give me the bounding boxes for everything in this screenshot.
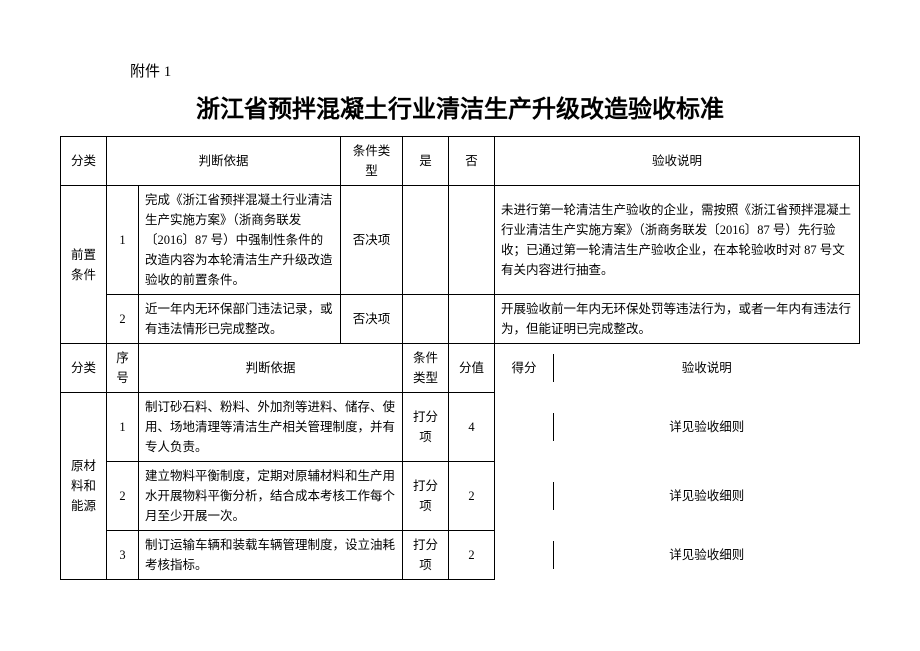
basis-cell: 制订砂石料、粉料、外加剂等进料、储存、使用、场地清理等清洁生产相关管理制度，并有… <box>139 393 403 462</box>
category-cell: 前置条件 <box>61 186 107 344</box>
table-header-row: 分类 序号 判断依据 条件类型 分值 得分 验收说明 <box>61 344 860 393</box>
table-header-row: 分类 判断依据 条件类型 是 否 验收说明 <box>61 137 860 186</box>
attachment-label: 附件 1 <box>130 60 860 81</box>
col-val: 分值 <box>449 344 495 393</box>
basis-cell: 制订运输车辆和装载车辆管理制度，设立油耗考核指标。 <box>139 531 403 580</box>
col-score: 得分 <box>495 354 554 382</box>
val-cell: 4 <box>449 393 495 462</box>
preconditions-table: 分类 判断依据 条件类型 是 否 验收说明 前置条件 1 完成《浙江省预拌混凝土… <box>60 136 860 580</box>
desc-cell: 开展验收前一年内无环保处罚等违法行为，或者一年内有违法行为，但能证明已完成整改。 <box>495 295 860 344</box>
seq-cell: 1 <box>107 393 139 462</box>
score-cell <box>495 482 554 510</box>
desc-cell: 未进行第一轮清洁生产验收的企业，需按照《浙江省预拌混凝土行业清洁生产实施方案》（… <box>495 186 860 295</box>
col-basis: 判断依据 <box>107 137 341 186</box>
yes-cell <box>403 295 449 344</box>
seq-cell: 3 <box>107 531 139 580</box>
cond-type-cell: 否决项 <box>341 295 403 344</box>
category-cell: 原材料和能源 <box>61 393 107 580</box>
col-no: 否 <box>449 137 495 186</box>
score-cell <box>495 413 554 441</box>
no-cell <box>449 186 495 295</box>
basis-cell: 建立物料平衡制度，定期对原辅材料和生产用水开展物料平衡分析，结合成本考核工作每个… <box>139 462 403 531</box>
desc-cell: 详见验收细则 <box>554 541 860 569</box>
desc-cell: 详见验收细则 <box>554 482 860 510</box>
table-row: 2 近一年内无环保部门违法记录，或有违法情形已完成整改。 否决项 开展验收前一年… <box>61 295 860 344</box>
table-row: 3 制订运输车辆和装载车辆管理制度，设立油耗考核指标。 打分项 2 详见验收细则 <box>61 531 860 580</box>
col-yes: 是 <box>403 137 449 186</box>
val-cell: 2 <box>449 531 495 580</box>
val-cell: 2 <box>449 462 495 531</box>
page-title: 浙江省预拌混凝土行业清洁生产升级改造验收标准 <box>60 89 860 124</box>
col-seq: 序号 <box>107 344 139 393</box>
cond-type-cell: 打分项 <box>403 462 449 531</box>
table-row: 原材料和能源 1 制订砂石料、粉料、外加剂等进料、储存、使用、场地清理等清洁生产… <box>61 393 860 462</box>
seq-cell: 1 <box>107 186 139 295</box>
cond-type-cell: 打分项 <box>403 531 449 580</box>
basis-cell: 近一年内无环保部门违法记录，或有违法情形已完成整改。 <box>139 295 341 344</box>
col-desc: 验收说明 <box>495 137 860 186</box>
desc-cell: 详见验收细则 <box>554 413 860 441</box>
cond-type-cell: 否决项 <box>341 186 403 295</box>
col-basis: 判断依据 <box>139 344 403 393</box>
col-category: 分类 <box>61 137 107 186</box>
yes-cell <box>403 186 449 295</box>
basis-cell: 完成《浙江省预拌混凝土行业清洁生产实施方案》（浙商务联发〔2016〕87 号）中… <box>139 186 341 295</box>
table-row: 2 建立物料平衡制度，定期对原辅材料和生产用水开展物料平衡分析，结合成本考核工作… <box>61 462 860 531</box>
col-cond-type: 条件类型 <box>403 344 449 393</box>
no-cell <box>449 295 495 344</box>
cond-type-cell: 打分项 <box>403 393 449 462</box>
col-cond-type: 条件类型 <box>341 137 403 186</box>
seq-cell: 2 <box>107 295 139 344</box>
col-category: 分类 <box>61 344 107 393</box>
seq-cell: 2 <box>107 462 139 531</box>
score-cell <box>495 541 554 569</box>
col-desc: 验收说明 <box>554 354 860 382</box>
table-row: 前置条件 1 完成《浙江省预拌混凝土行业清洁生产实施方案》（浙商务联发〔2016… <box>61 186 860 295</box>
